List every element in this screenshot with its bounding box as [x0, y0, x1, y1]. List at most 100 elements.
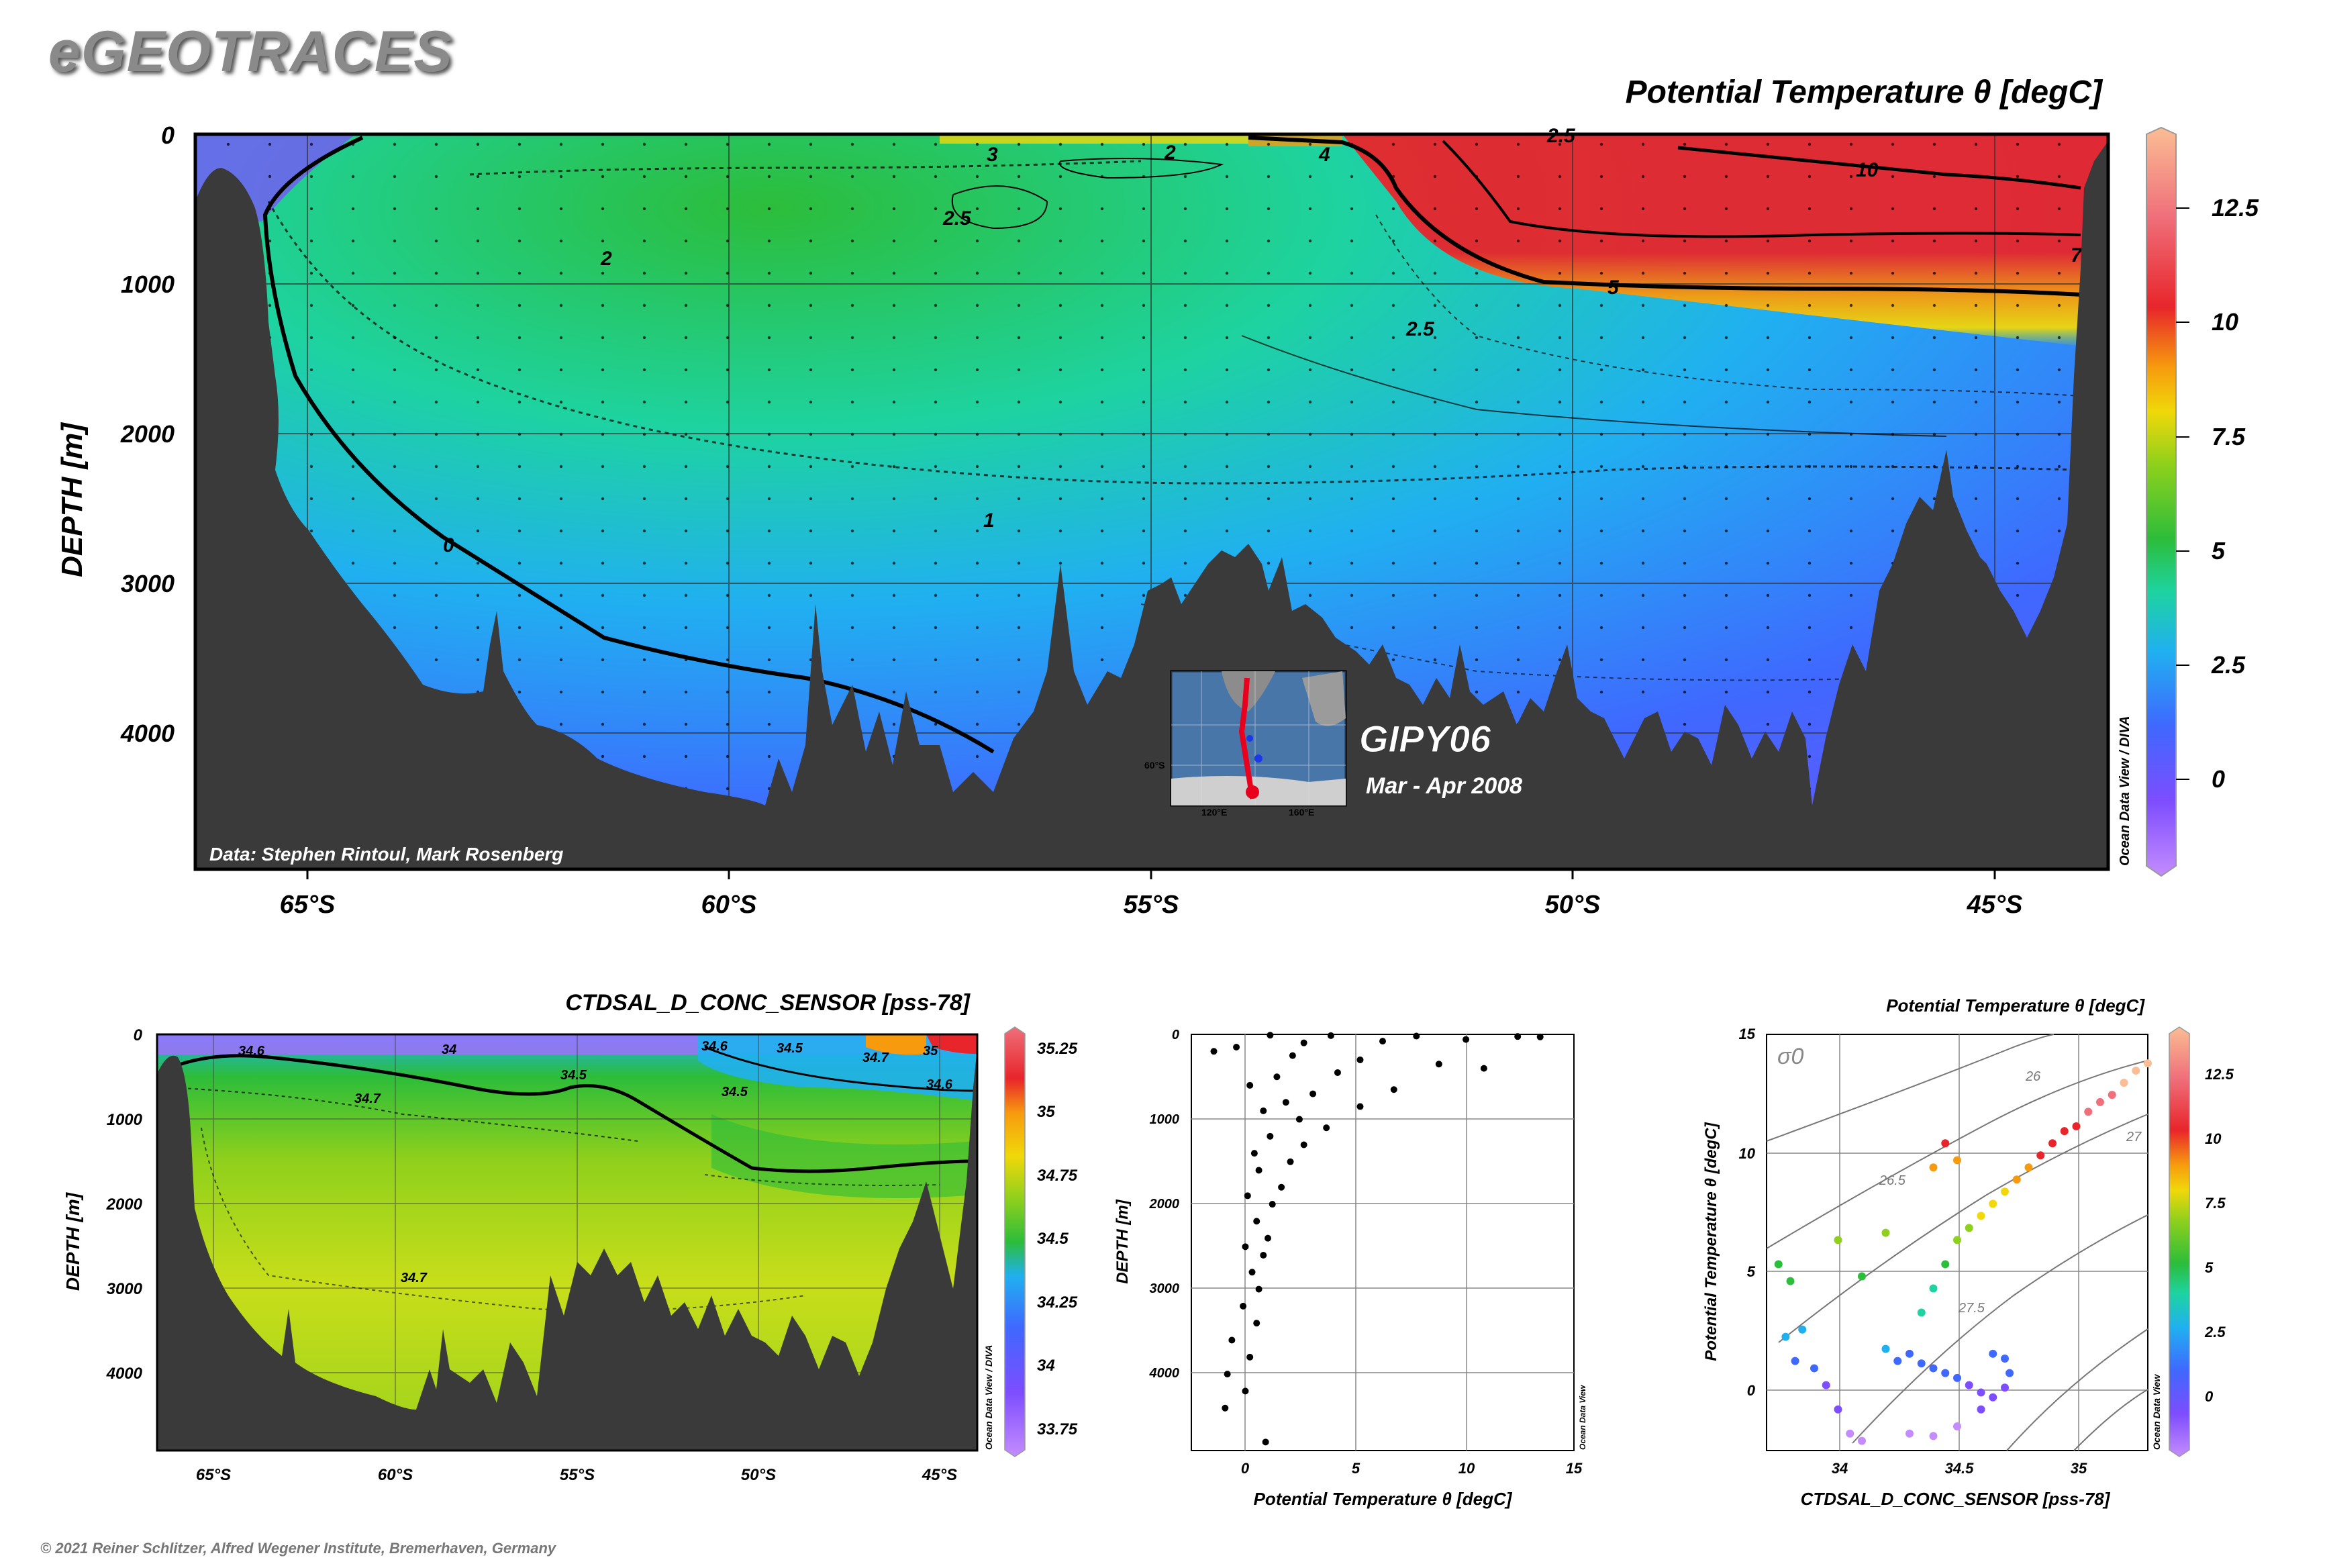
station-dot [351, 303, 355, 307]
salinity-contour-labels: 34.6 34 34.5 34.7 34.7 34.6 34.5 34.7 35… [238, 1039, 953, 1285]
main-y-label: DEPTH [m] [56, 422, 89, 577]
station-dot [934, 626, 938, 630]
station-dot [684, 239, 688, 243]
station-dot [1599, 303, 1603, 307]
station-dot [1683, 239, 1687, 243]
profile-point [1244, 1192, 1251, 1199]
ts-point [1846, 1429, 1854, 1438]
station-dot [309, 271, 313, 275]
station-dot [1183, 303, 1187, 307]
station-dot [1100, 529, 1104, 533]
station-dot [1599, 497, 1603, 501]
station-dot [1100, 432, 1104, 436]
station-dot [1017, 271, 1021, 275]
ts-point [2132, 1067, 2140, 1075]
station-dot [476, 207, 480, 211]
inset-map: 120°E 160°E 60°S [1144, 670, 1347, 818]
station-dot [1017, 368, 1021, 372]
station-dot [351, 529, 355, 533]
station-dot [1683, 271, 1687, 275]
ts-point [1834, 1236, 1842, 1244]
station-dot [1683, 626, 1687, 630]
svg-text:10: 10 [2205, 1130, 2222, 1147]
profile-point [1269, 1201, 1276, 1208]
ts-point [1953, 1156, 1961, 1165]
station-dot [1391, 239, 1395, 243]
station-dot [642, 722, 646, 726]
ts-point [1834, 1405, 1842, 1414]
station-dot [1724, 497, 1728, 501]
profile-x-ticks: 0 5 10 15 [1241, 1460, 1583, 1477]
station-dot [1433, 464, 1437, 469]
station-dot [1516, 690, 1520, 694]
profile-point [1514, 1033, 1522, 1040]
station-dot [642, 561, 646, 565]
station-dot [1433, 400, 1437, 404]
station-dot [892, 239, 896, 243]
svg-text:55°S: 55°S [560, 1466, 595, 1484]
station-dot [268, 207, 272, 211]
station-dot [684, 529, 688, 533]
station-dot [2016, 175, 2020, 179]
station-dot [892, 207, 896, 211]
svg-text:0: 0 [2205, 1388, 2214, 1405]
station-dot [1932, 303, 1936, 307]
station-dot [1391, 336, 1395, 340]
profile-point [1248, 1269, 1256, 1276]
station-dot [1267, 239, 1271, 243]
station-dot [1766, 529, 1770, 533]
ts-point [2001, 1187, 2009, 1196]
station-dot [1849, 207, 1853, 211]
station-dot [2016, 303, 2020, 307]
profile-point [1267, 1032, 1274, 1039]
station-dot [1641, 593, 1645, 597]
profile-point [1273, 1073, 1281, 1081]
station-dot [1724, 529, 1728, 533]
station-dot [1350, 432, 1354, 436]
station-dot [850, 207, 854, 211]
ts-point [1953, 1373, 1961, 1382]
station-dot [809, 239, 813, 243]
station-dot [684, 432, 688, 436]
profile-point [1295, 1116, 1303, 1123]
svg-text:12.5: 12.5 [2212, 194, 2259, 222]
station-dot [1766, 239, 1770, 243]
station-dot [1932, 175, 1936, 179]
station-dot [1308, 239, 1312, 243]
ts-points [1774, 1059, 2152, 1445]
station-dot [1808, 303, 1812, 307]
station-dot [1058, 529, 1062, 533]
profile-y-label: DEPTH [m] [1113, 1199, 1132, 1283]
station-dot [726, 239, 730, 243]
station-dot [1974, 239, 1978, 243]
profile-y-ticks: 0 1000 2000 3000 4000 [1149, 1028, 1180, 1381]
station-dot [642, 754, 646, 758]
station-dot [1599, 529, 1603, 533]
station-dot [1475, 497, 1479, 501]
svg-text:34: 34 [442, 1042, 456, 1057]
station-dot [1058, 336, 1062, 340]
station-dot [1058, 207, 1062, 211]
station-dot [351, 271, 355, 275]
station-dot [642, 207, 646, 211]
station-dot [1433, 175, 1437, 179]
station-dot [1849, 336, 1853, 340]
station-dot [393, 497, 397, 501]
station-dot [642, 593, 646, 597]
station-dot [2057, 207, 2061, 211]
svg-text:7.5: 7.5 [2205, 1195, 2226, 1212]
station-dot [1558, 497, 1562, 501]
station-dot [1849, 561, 1853, 565]
station-dot [1391, 175, 1395, 179]
station-dot [476, 271, 480, 275]
station-dot [476, 336, 480, 340]
station-dot [476, 175, 480, 179]
ts-sigma-label: σ0 [1777, 1044, 1804, 1069]
station-dot [1641, 142, 1645, 146]
station-dot [351, 368, 355, 372]
svg-text:2.5: 2.5 [1405, 318, 1435, 340]
main-watermark: Ocean Data View / DIVA [2118, 716, 2132, 866]
svg-text:60°S: 60°S [701, 891, 757, 919]
station-dot [434, 529, 438, 533]
station-dot [1683, 175, 1687, 179]
